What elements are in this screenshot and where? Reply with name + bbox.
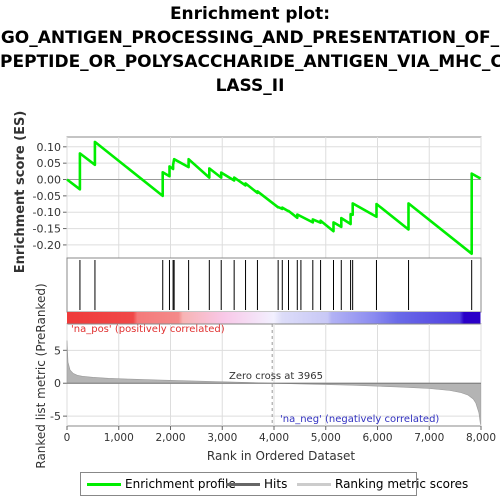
x-tick-label: 4,000	[259, 432, 289, 444]
es-tick-label: 0.00	[37, 174, 62, 187]
enrichment-line-swatch	[87, 483, 121, 486]
metric-tick-label: 5	[54, 344, 61, 357]
legend: Enrichment profile Hits Ranking metric s…	[80, 472, 468, 496]
x-tick-label: 7,000	[414, 432, 444, 444]
metric-tick-label: 0	[54, 377, 61, 390]
legend-item-hits: Hits	[226, 477, 287, 491]
title-line-1: Enrichment plot:	[169, 4, 331, 24]
hits-panel	[66, 257, 482, 324]
hits-swatch	[226, 483, 260, 486]
metric-tick-label: -5	[50, 410, 61, 423]
es-tick-label: -0.05	[33, 190, 61, 203]
es-tick-label: 0.05	[37, 157, 62, 170]
zero-cross-label: Zero cross at 3965	[229, 371, 323, 382]
x-axis-label: Rank in Ordered Dataset	[207, 449, 355, 463]
legend-item-enrichment: Enrichment profile	[87, 477, 236, 491]
x-tick-label: 0	[64, 432, 71, 444]
legend-label-hits: Hits	[264, 477, 288, 491]
es-tick-label: -0.20	[33, 239, 61, 252]
enrichment-profile-line	[66, 140, 482, 255]
x-tick-label: 3,000	[207, 432, 237, 444]
es-y-axis-label: Enrichment score (ES)	[13, 111, 28, 274]
metric-swatch	[297, 483, 331, 486]
es-tick-label: -0.15	[33, 223, 61, 236]
es-tick-label: 0.10	[37, 141, 62, 154]
x-tick-label: 5,000	[311, 432, 341, 444]
x-tick-label: 6,000	[362, 432, 392, 444]
rank-color-band	[67, 312, 481, 324]
x-tick-label: 1,000	[104, 432, 134, 444]
legend-item-metric: Ranking metric scores	[297, 477, 468, 491]
es-tick-label: -0.10	[33, 206, 61, 219]
metric-y-axis-label: Ranked list metric (PreRanked)	[34, 283, 48, 468]
metric-panel: 0 1,000 2,000 3,000 4,000 5,000 6,000 7,000 8,00…	[50, 323, 496, 444]
title-line-3: PEPTIDE_OR_POLYSACCHARIDE_ANTIGEN_VIA_MH…	[0, 52, 500, 72]
chart-title: Enrichment plot: GO_ANTIGEN_PROCESSING_A…	[0, 2, 500, 98]
legend-label-metric: Ranking metric scores	[335, 477, 469, 491]
title-line-2: GO_ANTIGEN_PROCESSING_AND_PRESENTATION_O…	[0, 28, 500, 48]
na-pos-label: 'na_pos' (positively correlated)	[71, 324, 225, 335]
title-line-4: LASS_II	[215, 76, 285, 96]
legend-label-enrichment: Enrichment profile	[125, 477, 236, 491]
x-tick-label: 2,000	[155, 432, 185, 444]
na-neg-label: 'na_neg' (negatively correlated)	[280, 414, 439, 425]
hits-area	[66, 257, 482, 313]
x-tick-label: 8,000	[466, 432, 496, 444]
es-panel: 0.10 0.05 0.00 -0.05 -0.10 -0.15 -0.20	[33, 136, 482, 259]
